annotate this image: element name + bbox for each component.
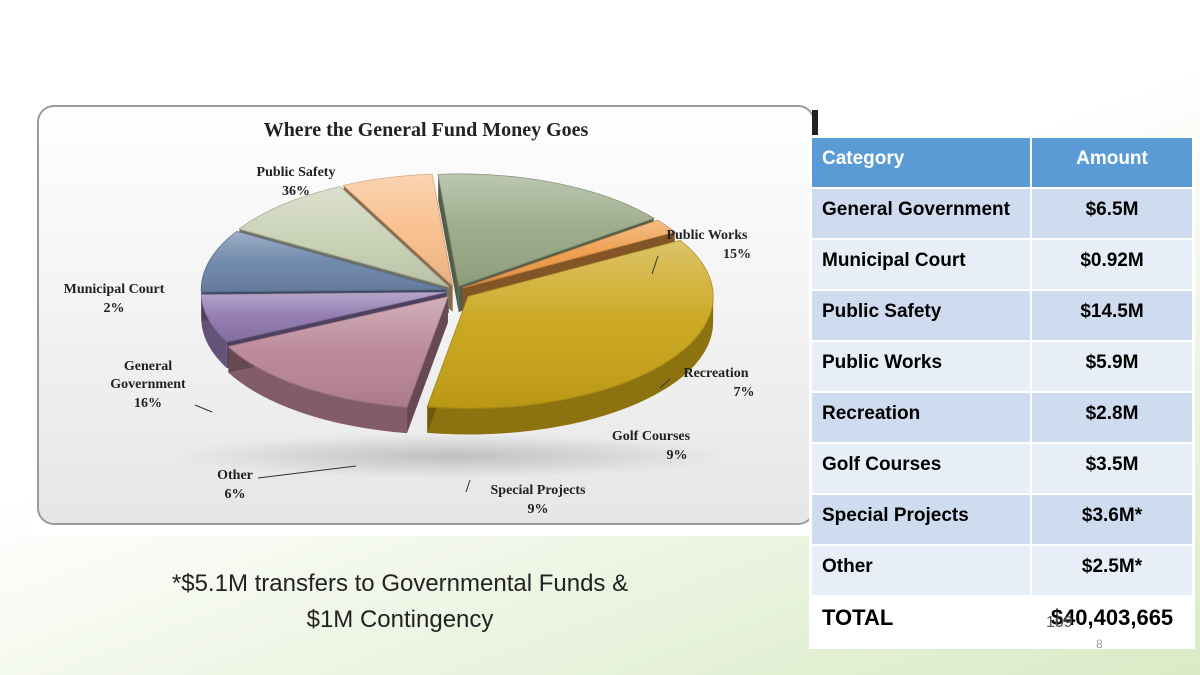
- table-row: General Government $6.5M: [810, 187, 1194, 240]
- pie-chart: Where the General Fund Money Goes Public…: [37, 105, 818, 525]
- leader-line: [659, 378, 671, 389]
- pie-slice-gloss: [228, 296, 448, 408]
- category-cell: Recreation: [810, 391, 1032, 444]
- table-row: Public Safety $14.5M: [810, 289, 1194, 342]
- pie-slice-gloss: [462, 220, 675, 289]
- leader-line: [257, 465, 357, 479]
- category-cell: Public Safety: [810, 289, 1032, 342]
- pie-slice-gloss: [239, 186, 449, 288]
- pie-slice-side: [427, 296, 714, 435]
- amount-cell: $2.5M*: [1030, 544, 1194, 597]
- footnote-line-2: $1M Contingency: [306, 606, 494, 633]
- total-amount: $40,403,665: [1030, 595, 1194, 648]
- category-cell: Special Projects: [810, 493, 1032, 546]
- table-row: Recreation $2.8M: [810, 391, 1194, 444]
- table-row: Other $2.5M*: [810, 544, 1194, 597]
- category-cell: Golf Courses: [810, 442, 1032, 495]
- slice-label-name: Public Safety: [257, 165, 336, 180]
- amount-cell: $2.8M: [1030, 391, 1194, 444]
- pie-chart-panel: Where the General Fund Money Goes Public…: [30, 96, 830, 536]
- footnote-line-1: *$5.1M transfers to Governmental Funds &: [171, 570, 629, 597]
- pie-slice-side: [201, 294, 227, 369]
- table-header-row: Category Amount: [810, 136, 1194, 189]
- slice-label-percent: 16%: [134, 396, 162, 411]
- page-number-overlay: 109: [1046, 614, 1073, 631]
- slice-label-percent: 7%: [734, 385, 755, 400]
- slice-label-name: General Government: [110, 359, 186, 392]
- slice-label-name: Public Works: [666, 228, 748, 243]
- pie-slice-side: [228, 346, 407, 434]
- total-row: TOTAL $40,403,665: [810, 595, 1194, 648]
- slice-label-name: Golf Courses: [612, 429, 691, 444]
- amount-cell: $3.5M: [1030, 442, 1194, 495]
- category-header: Category: [810, 136, 1032, 189]
- table-row: Special Projects $3.6M*: [810, 493, 1194, 546]
- slice-label-percent: 6%: [225, 487, 246, 502]
- leader-line: [651, 255, 659, 275]
- pie-slice-gloss: [427, 240, 714, 409]
- amount-cell: $6.5M: [1030, 187, 1194, 240]
- pie-slice-gloss: [343, 174, 453, 286]
- amount-cell: $0.92M: [1030, 238, 1194, 291]
- slice-label-name: Recreation: [683, 366, 748, 381]
- table-row: Municipal Court $0.92M: [810, 238, 1194, 291]
- slice-label-percent: 15%: [723, 247, 751, 262]
- table-row: Golf Courses $3.5M: [810, 442, 1194, 495]
- pie-slice-wall: [406, 296, 448, 434]
- slice-label-percent: 36%: [282, 184, 310, 199]
- category-cell: General Government: [810, 187, 1032, 240]
- table-row: Public Works $5.9M: [810, 340, 1194, 393]
- category-cell: Public Works: [810, 340, 1032, 393]
- footnote: *$5.1M transfers to Governmental Funds &…: [120, 566, 680, 638]
- slice-label-name: Other: [217, 468, 253, 483]
- slice-label-percent: 9%: [667, 448, 688, 463]
- amount-header: Amount: [1030, 136, 1194, 189]
- leader-line: [194, 404, 213, 413]
- slice-label-name: Special Projects: [491, 483, 587, 498]
- slice-label-percent: 2%: [104, 301, 125, 316]
- amount-cell: $14.5M: [1030, 289, 1194, 342]
- amount-cell: $5.9M: [1030, 340, 1194, 393]
- page-number: 8: [1096, 637, 1103, 651]
- slice-label-name: Municipal Court: [64, 282, 165, 297]
- amount-cell: $3.6M*: [1030, 493, 1194, 546]
- chart-title: Where the General Fund Money Goes: [264, 119, 589, 141]
- total-label: TOTAL: [810, 595, 1032, 648]
- leader-line: [465, 479, 471, 493]
- pie-slice-gloss: [438, 174, 654, 287]
- pie-slice-gloss: [201, 231, 447, 292]
- data-table: Category Amount General Government $6.5M…: [810, 136, 1194, 648]
- category-cell: Other: [810, 544, 1032, 597]
- pie-slice-gloss: [201, 292, 447, 343]
- category-cell: Municipal Court: [810, 238, 1032, 291]
- pie-slice-wall: [438, 174, 459, 313]
- slice-label-percent: 9%: [528, 502, 549, 517]
